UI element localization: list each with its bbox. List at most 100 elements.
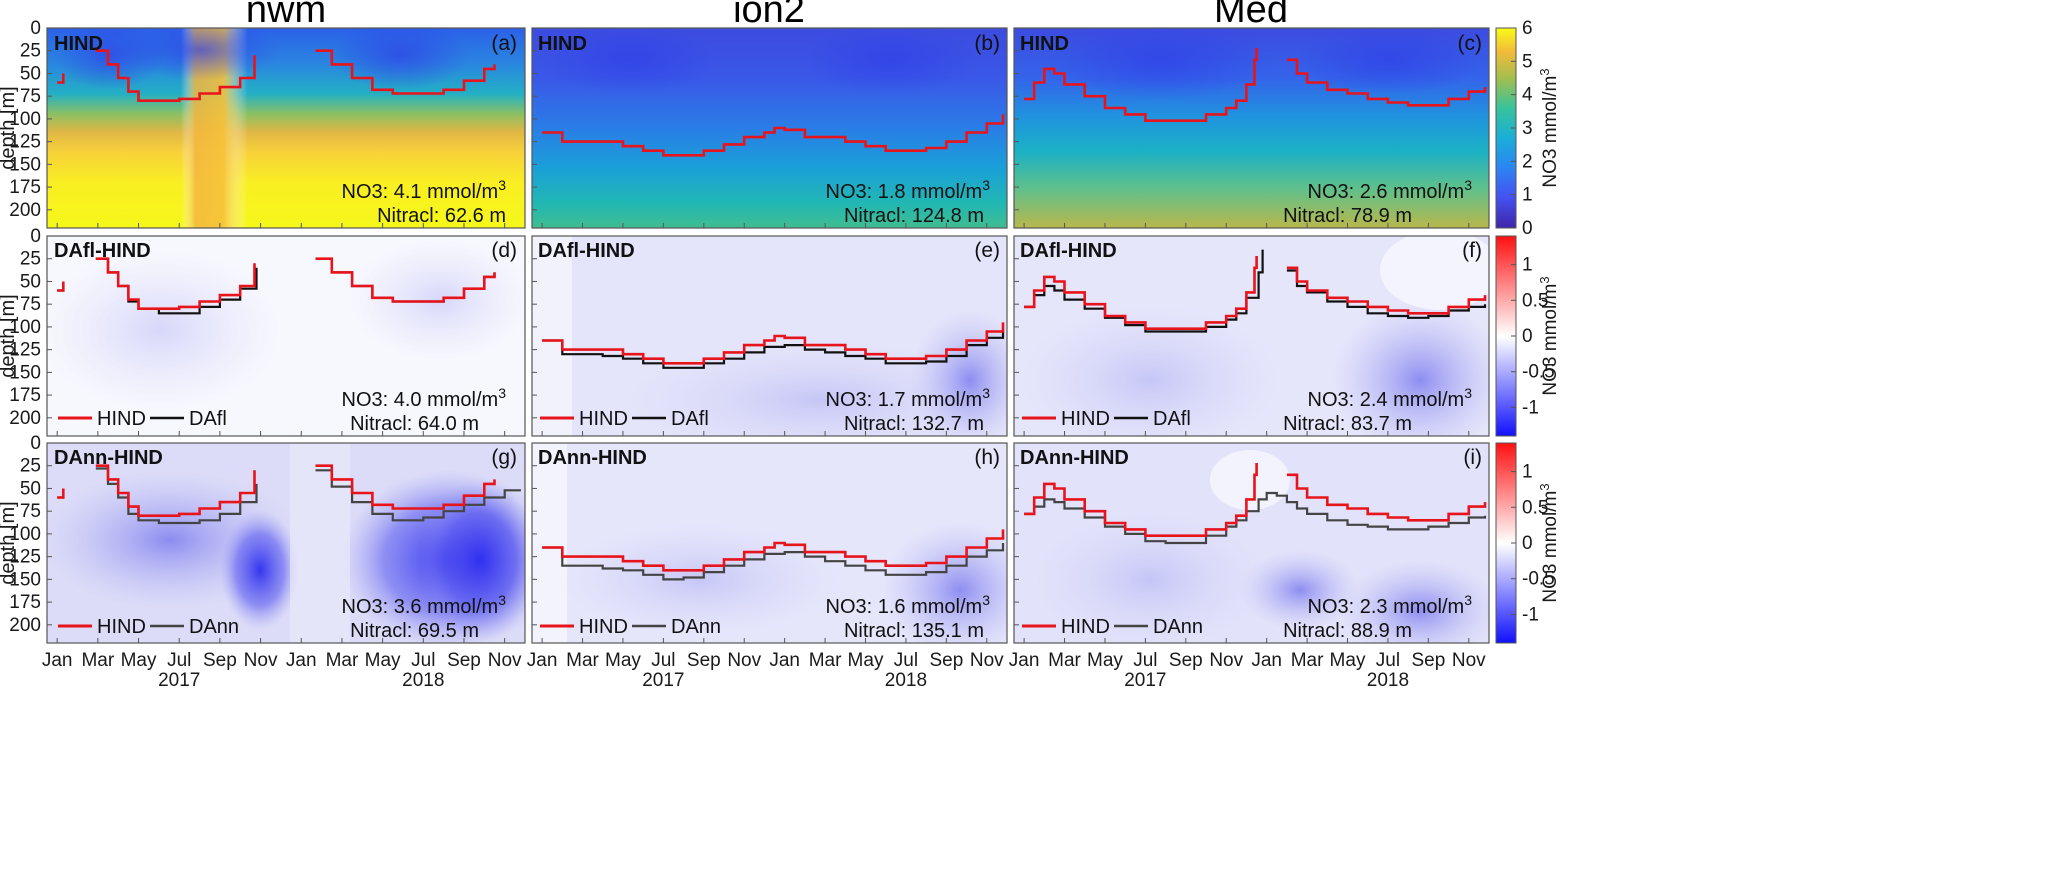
- panel-d-letter: (d): [491, 239, 517, 262]
- x-tick-label: May: [605, 650, 641, 671]
- colorbar-row2: NO3 mmol/m3: [1495, 235, 1561, 437]
- y-tick-label: 175: [9, 592, 41, 613]
- colorbar-tick-label: 1: [1522, 255, 1533, 276]
- x-tick-label: Jan: [769, 650, 800, 671]
- colorbar-tick-label: 5: [1522, 51, 1533, 72]
- column-title-nwm: nwm: [246, 0, 326, 31]
- y-tick-label: 75: [20, 294, 41, 315]
- y-tick-label: 50: [20, 271, 41, 292]
- x-tick-label: Mar: [81, 650, 114, 671]
- x-tick-label: Nov: [727, 650, 761, 671]
- panel-e-tag: DAfl-HIND: [538, 240, 635, 262]
- panel-b-no3: NO3: 1.8 mmol/m3: [826, 177, 991, 203]
- nitracline-hind-ion2-row2: [542, 322, 1005, 365]
- y-tick-label: 150: [9, 154, 41, 175]
- legend-e-hind-label: HIND: [579, 408, 628, 430]
- nitracline-hind-ion2-row1: [542, 114, 1005, 157]
- colorbar-tick-label: 0.5: [1522, 290, 1548, 311]
- panel-h-annotations: DAnn-HIND (h) NO3: 1.6 mmol/m3 Nitracl: …: [538, 446, 1000, 642]
- x-tick-label: Sep: [203, 650, 237, 671]
- legend-d-hind-label: HIND: [97, 408, 146, 430]
- nitracline-hind-nwm-row2: [57, 257, 496, 310]
- colorbar-tick-label: 0: [1522, 326, 1533, 347]
- x-tick-label: Jul: [167, 650, 191, 671]
- nitracline-hind-Med-row1: [1024, 48, 1487, 122]
- year-label: 2017: [1124, 670, 1166, 691]
- year-label: 2017: [158, 670, 200, 691]
- legend-d-dafl-label: DAfl: [189, 408, 227, 430]
- heatmap-b: [532, 28, 1007, 228]
- y-tick-label: 150: [9, 362, 41, 383]
- y-axis-label-row2: depth [m]: [0, 294, 19, 377]
- y-tick-label: 0: [30, 433, 41, 454]
- colorbar-tick-label: 0: [1522, 533, 1533, 554]
- x-tick-label: Mar: [326, 650, 359, 671]
- nitracline-dann-ion2-row3: [542, 543, 1005, 581]
- y-tick-label: 150: [9, 569, 41, 590]
- panel-b-tag: HIND: [538, 33, 587, 55]
- x-tick-label: Mar: [566, 650, 599, 671]
- x-tick-label: Nov: [1209, 650, 1243, 671]
- y-tick-label: 125: [9, 547, 41, 568]
- legend-h-dann-label: DAnn: [671, 616, 721, 638]
- panel-i-annotations: DAnn-HIND (i) NO3: 2.3 mmol/m3 Nitracl: …: [1020, 446, 1482, 642]
- y-tick-label: 200: [9, 408, 41, 429]
- panel-frames: [46, 27, 1490, 644]
- heatmap-d: [47, 236, 525, 436]
- legend-i-dann-label: DAnn: [1153, 616, 1203, 638]
- colorbar-row3: NO3 mmol/m3: [1495, 442, 1561, 644]
- lines-nwm-row3: [57, 464, 521, 525]
- column-title-med: Med: [1214, 0, 1288, 31]
- lines-ion2-row1: [542, 114, 1005, 157]
- y-tick-label: 125: [9, 132, 41, 153]
- x-tick-label: Mar: [1291, 650, 1324, 671]
- x-tick-label: Nov: [1452, 650, 1486, 671]
- lines-ion2-row2: [542, 322, 1005, 369]
- panel-i-tag: DAnn-HIND: [1020, 447, 1129, 469]
- colorbar-tick-label: -0.5: [1522, 362, 1555, 383]
- x-tick-label: May: [1087, 650, 1123, 671]
- colorbar-tick-label: 0: [1522, 218, 1533, 239]
- lines-nwm-row2: [57, 257, 496, 315]
- colorbar-tick-label: 1: [1522, 462, 1533, 483]
- panel-f-nitracl: Nitracl: 83.7 m: [1283, 413, 1412, 435]
- colorbar-2-label: NO3 mmol/m3: [1537, 276, 1561, 395]
- panel-d-no3: NO3: 4.0 mmol/m3: [342, 385, 507, 411]
- colorbar-tick-label: 4: [1522, 85, 1533, 106]
- panel-g-letter: (g): [491, 446, 517, 469]
- x-tick-label: Nov: [244, 650, 278, 671]
- y-tick-label: 25: [20, 249, 41, 270]
- x-tick-label: Sep: [929, 650, 963, 671]
- panel-e-letter: (e): [974, 239, 1000, 262]
- legend-h-hind-label: HIND: [579, 616, 628, 638]
- panel-f-annotations: DAfl-HIND (f) NO3: 2.4 mmol/m3 Nitracl: …: [1020, 239, 1482, 435]
- x-tick-label: Jul: [894, 650, 918, 671]
- x-tick-label: Jul: [651, 650, 675, 671]
- heatmap-c: [1014, 28, 1489, 228]
- nitracline-hind-Med-row2: [1024, 256, 1487, 330]
- y-tick-label: 125: [9, 340, 41, 361]
- panel-i-letter: (i): [1463, 446, 1482, 469]
- legend-g-hind-label: HIND: [97, 616, 146, 638]
- column-title-ion2: ion2: [733, 0, 805, 31]
- panel-b-nitracl: Nitracl: 124.8 m: [844, 205, 984, 227]
- colorbar-3-label: NO3 mmol/m3: [1537, 483, 1561, 602]
- colorbar-tick-label: -1: [1522, 397, 1539, 418]
- panel-f-tag: DAfl-HIND: [1020, 240, 1117, 262]
- colorbar-tick-label: 2: [1522, 151, 1533, 172]
- year-label: 2018: [1367, 670, 1409, 691]
- y-axis-label-row3: depth [m]: [0, 501, 19, 584]
- colorbar-tick-label: 1: [1522, 185, 1533, 206]
- x-tick-label: Jul: [1376, 650, 1400, 671]
- year-label: 2018: [402, 670, 444, 691]
- y-axes: 0255075100125150175200025507510012515017…: [9, 18, 1019, 636]
- panel-g-tag: DAnn-HIND: [54, 447, 163, 469]
- panel-h-letter: (h): [974, 446, 1000, 469]
- year-label: 2018: [885, 670, 927, 691]
- panel-g-annotations: DAnn-HIND (g) NO3: 3.6 mmol/m3 Nitracl: …: [54, 446, 517, 642]
- legend-i-hind-label: HIND: [1061, 616, 1110, 638]
- panel-e-annotations: DAfl-HIND (e) NO3: 1.7 mmol/m3 Nitracl: …: [538, 239, 1000, 435]
- x-axes: Jan Mar May Jul Sep Nov Jan Mar May Jul Sep Nov2017…: [42, 223, 1486, 691]
- x-tick-label: Sep: [687, 650, 721, 671]
